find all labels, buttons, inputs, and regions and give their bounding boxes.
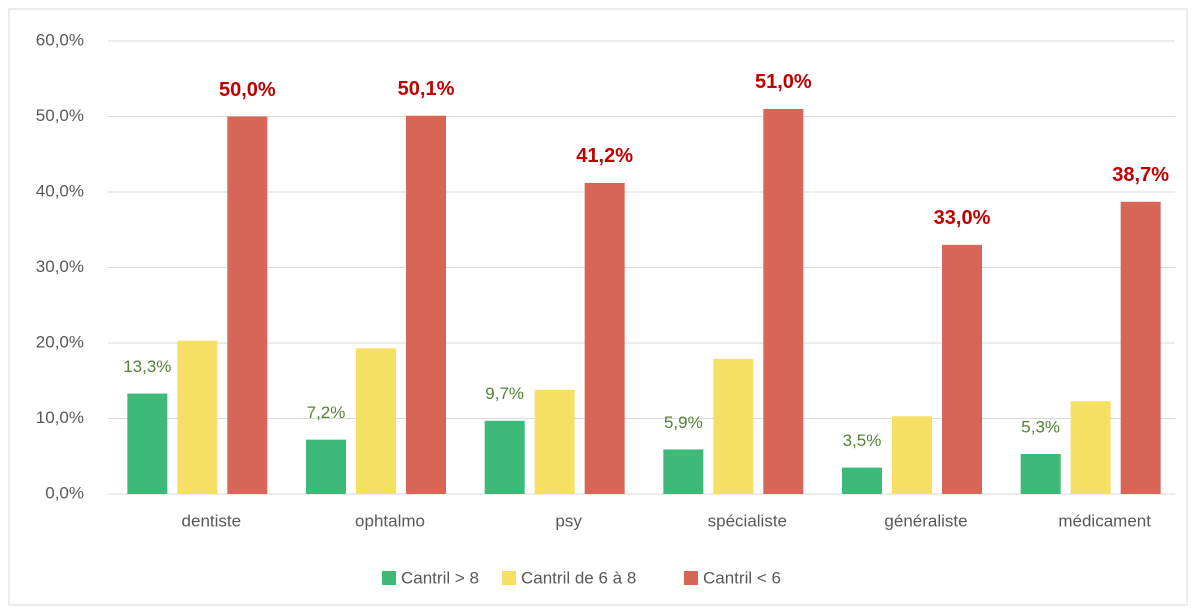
bar [177,340,218,494]
legend-swatch [502,571,516,585]
x-tick-label: dentiste [182,511,242,530]
bar [713,358,754,494]
data-label: 50,1% [398,78,455,100]
data-label: 7,2% [307,403,346,422]
data-label: 3,5% [843,431,882,450]
y-tick-label: 40,0% [36,181,84,200]
data-label: 33,0% [934,207,991,229]
bar [406,115,446,495]
bar [663,449,704,494]
legend-swatch [684,571,698,585]
data-label: 5,3% [1021,417,1060,436]
bar [1070,401,1111,494]
x-tick-label: médicament [1058,511,1151,530]
y-tick-label: 30,0% [36,257,84,276]
y-tick-label: 60,0% [36,30,84,49]
bar [306,439,346,494]
x-tick-label: généraliste [884,511,967,530]
data-label: 5,9% [664,413,703,432]
x-tick-label: ophtalmo [355,511,425,530]
bar [842,467,882,494]
legend-swatch [382,571,396,585]
bar [484,420,525,494]
bar [356,348,396,494]
x-tick-label: spécialiste [708,511,787,530]
bar [584,182,625,494]
bar [127,393,168,494]
data-label: 38,7% [1112,164,1169,186]
bar [892,416,932,494]
x-tick-label: psy [555,511,582,530]
legend-label: Cantril de 6 à 8 [521,568,636,587]
bar [534,389,575,494]
legend-label: Cantril < 6 [703,568,781,587]
data-label: 13,3% [123,357,171,376]
bar [1020,453,1061,494]
data-label: 50,0% [219,79,276,101]
bar [942,244,982,494]
y-tick-label: 10,0% [36,408,84,427]
y-tick-label: 0,0% [45,483,84,502]
bar [227,116,268,494]
y-tick-label: 50,0% [36,106,84,125]
bar [1120,201,1161,494]
legend-label: Cantril > 8 [401,568,479,587]
data-label: 9,7% [485,384,524,403]
bar [763,108,804,494]
data-label: 51,0% [755,71,812,93]
y-tick-label: 20,0% [36,332,84,351]
data-label: 41,2% [576,145,633,167]
